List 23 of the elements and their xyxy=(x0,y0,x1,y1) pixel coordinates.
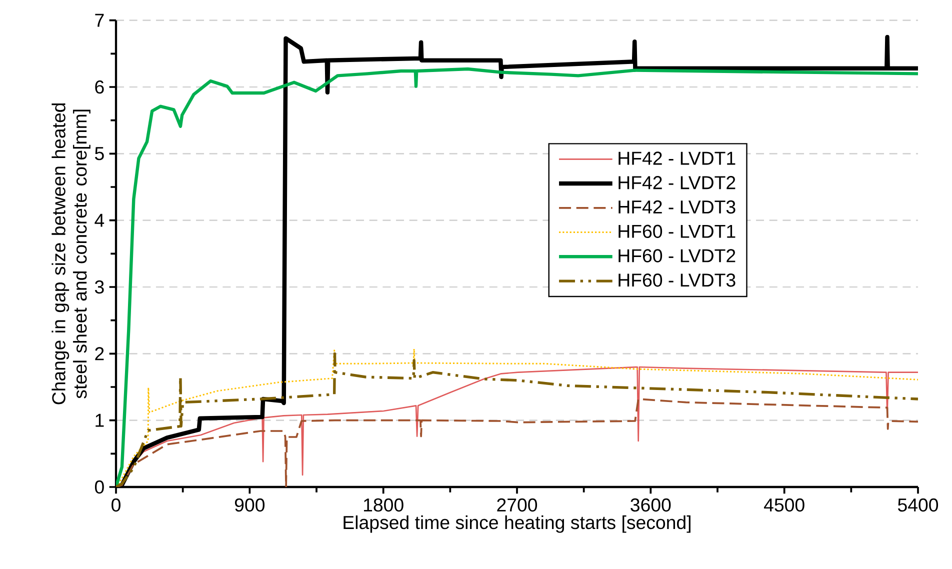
x-tick-label: 900 xyxy=(234,498,265,512)
y-tick-label: 6 xyxy=(95,80,104,94)
x-axis-title: Elapsed time since heating starts [second] xyxy=(344,515,690,533)
legend-label: HF42 - LVDT1 xyxy=(618,152,736,165)
y-tick-label: 2 xyxy=(95,347,104,360)
legend-label: HF60 - LVDT2 xyxy=(618,249,736,262)
x-tick-label: 0 xyxy=(112,498,120,512)
legend-label: HF42 - LVDT2 xyxy=(618,176,736,190)
x-tick-label: 3600 xyxy=(630,498,671,512)
y-tick-label: 4 xyxy=(94,214,104,227)
legend-label: HF60 - LVDT1 xyxy=(618,224,736,238)
y-axis-title: Change in gap size between heated steel sheet and concrete core[mm] xyxy=(52,103,90,404)
y-tick-label: 5 xyxy=(95,147,104,160)
x-tick-label: 4500 xyxy=(764,498,804,512)
legend-label: HF42 - LVDT3 xyxy=(618,200,736,214)
y-tick-label: 7 xyxy=(95,14,104,27)
x-tick-label: 5400 xyxy=(898,498,938,512)
x-tick-label: 2700 xyxy=(497,498,538,512)
y-tick-label: 0 xyxy=(94,480,104,494)
x-tick-label: 1800 xyxy=(364,498,404,512)
legend-label: HF60 - LVDT3 xyxy=(618,273,736,287)
y-tick-label: 1 xyxy=(96,414,104,427)
y-tick-label: 3 xyxy=(94,280,104,294)
